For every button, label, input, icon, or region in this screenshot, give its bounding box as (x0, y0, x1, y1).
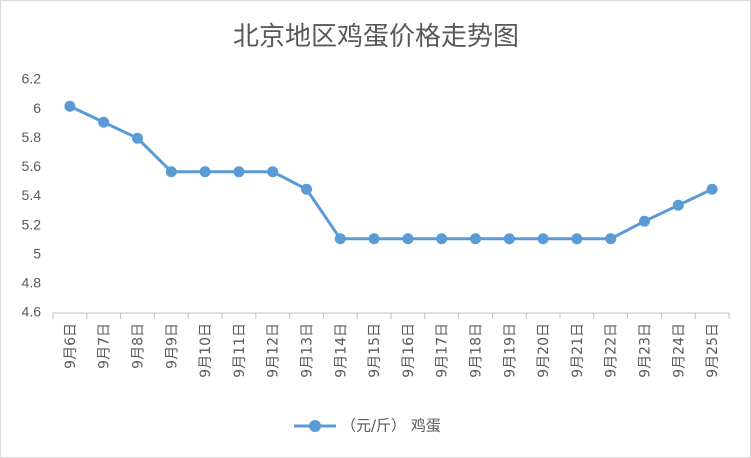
data-point (639, 215, 650, 227)
data-point (402, 233, 414, 245)
y-tick-label: 5.6 (22, 158, 42, 174)
data-point (199, 166, 211, 178)
data-point (537, 233, 549, 245)
y-tick-label: 5.2 (22, 216, 42, 232)
data-point (503, 233, 515, 245)
y-tick-label: 6 (33, 100, 41, 116)
x-tick-label: 9月20日 (536, 323, 552, 378)
y-tick-label: 5 (33, 245, 41, 261)
y-tick-label: 4.6 (22, 304, 42, 320)
data-point (233, 166, 245, 178)
data-point (605, 233, 617, 245)
data-point (672, 199, 684, 211)
chart-title: 北京地区鸡蛋价格走势图 (233, 22, 519, 52)
x-tick-label: 9月7日 (97, 323, 113, 369)
data-point (571, 233, 583, 245)
x-tick-label: 9月11日 (232, 323, 248, 378)
x-tick-label: 9月22日 (604, 323, 620, 378)
x-tick-label: 9月15日 (367, 323, 383, 378)
y-tick-label: 5.8 (22, 129, 42, 145)
data-point (301, 183, 312, 195)
x-tick-label: 9月10日 (198, 323, 214, 378)
x-tick-label: 9月13日 (300, 323, 316, 378)
data-point (267, 166, 279, 178)
data-point (165, 166, 177, 178)
x-tick-label: 9月25日 (705, 323, 721, 378)
x-tick-label: 9月12日 (266, 323, 282, 378)
data-point (132, 132, 143, 144)
data-point (64, 100, 76, 112)
legend: （元/斤） 鸡蛋 (294, 417, 441, 435)
x-tick-label: 9月9日 (164, 323, 180, 369)
y-tick-label: 6.2 (22, 71, 42, 87)
x-tick-label: 9月19日 (502, 323, 518, 378)
series-line (69, 104, 713, 241)
legend-marker (309, 420, 321, 432)
data-point (368, 233, 380, 245)
data-point (334, 233, 346, 245)
data-point (706, 183, 718, 195)
data-point (436, 233, 448, 245)
x-tick-label: 9月8日 (131, 323, 147, 369)
data-point (98, 116, 110, 128)
x-tick-label: 9月21日 (570, 323, 586, 378)
series-group (64, 100, 718, 245)
x-axis-ticks: 9月6日 9月7日 9月8日 9月9日 9月10日 9月11日 9月12日 9月13日 9月14… (52, 313, 730, 378)
x-tick-label: 9月16日 (401, 323, 417, 378)
y-axis-ticks: 4.6 4.8 5 5.2 5.4 5.6 5.8 6 6.2 (22, 71, 42, 320)
x-tick-label: 9月17日 (435, 323, 451, 378)
x-tick-label: 9月18日 (469, 323, 485, 378)
x-tick-label: 9月14日 (333, 323, 349, 378)
x-tick-label: 9月6日 (63, 323, 79, 369)
y-tick-label: 5.4 (22, 187, 42, 203)
x-tick-label: 9月24日 (671, 323, 687, 378)
data-point (470, 233, 481, 245)
x-tick-label: 9月23日 (638, 323, 654, 378)
y-tick-label: 4.8 (22, 275, 42, 291)
legend-series-label: （元/斤） 鸡蛋 (341, 417, 441, 435)
